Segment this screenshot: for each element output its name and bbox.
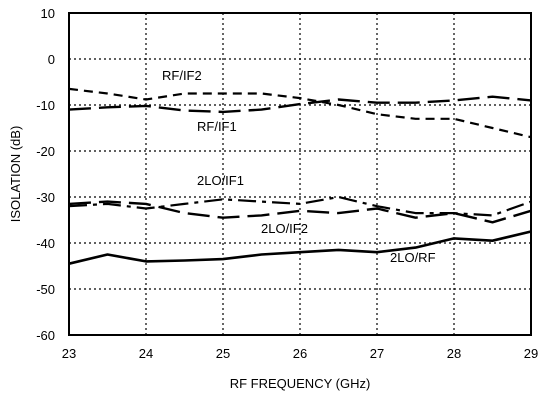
series-label-rf-if1: RF/IF1	[197, 119, 237, 134]
x-axis-title: RF FREQUENCY (GHz)	[230, 376, 371, 391]
y-axis-title: ISOLATION (dB)	[8, 126, 23, 223]
x-tick-label: 23	[62, 346, 76, 361]
y-tick-label: -10	[36, 98, 55, 113]
series-line-2lo-if1	[68, 195, 532, 217]
y-tick-labels: 10 0 -10 -20 -30 -40 -50 -60	[36, 6, 55, 343]
grid-lines	[69, 13, 531, 335]
series-line-2lo-if2	[68, 200, 532, 224]
plot-frame	[68, 12, 532, 336]
series-lines	[68, 87, 532, 265]
x-tick-label: 25	[216, 346, 230, 361]
series-line-rf-if2	[68, 87, 532, 139]
y-tick-label: 10	[41, 6, 55, 21]
y-tick-label: 0	[48, 52, 55, 67]
series-labels: RF/IF2 RF/IF1 2LO/IF1 2LO/IF2 2LO/RF	[162, 68, 436, 265]
x-tick-label: 24	[139, 346, 153, 361]
y-tick-label: -20	[36, 144, 55, 159]
series-line-2lo-rf	[68, 230, 532, 265]
y-tick-label: -60	[36, 328, 55, 343]
x-tick-label: 26	[293, 346, 307, 361]
series-label-rf-if2: RF/IF2	[162, 68, 202, 83]
x-tick-labels: 23 24 25 26 27 28 29	[62, 346, 538, 361]
y-tick-label: -50	[36, 282, 55, 297]
x-tick-label: 27	[370, 346, 384, 361]
y-tick-label: -40	[36, 236, 55, 251]
x-tick-label: 29	[524, 346, 538, 361]
series-label-2lo-rf: 2LO/RF	[390, 250, 436, 265]
series-label-2lo-if1: 2LO/IF1	[197, 173, 244, 188]
y-tick-label: -30	[36, 190, 55, 205]
x-tick-label: 28	[447, 346, 461, 361]
series-line-rf-if1	[68, 95, 532, 114]
series-label-2lo-if2: 2LO/IF2	[261, 221, 308, 236]
